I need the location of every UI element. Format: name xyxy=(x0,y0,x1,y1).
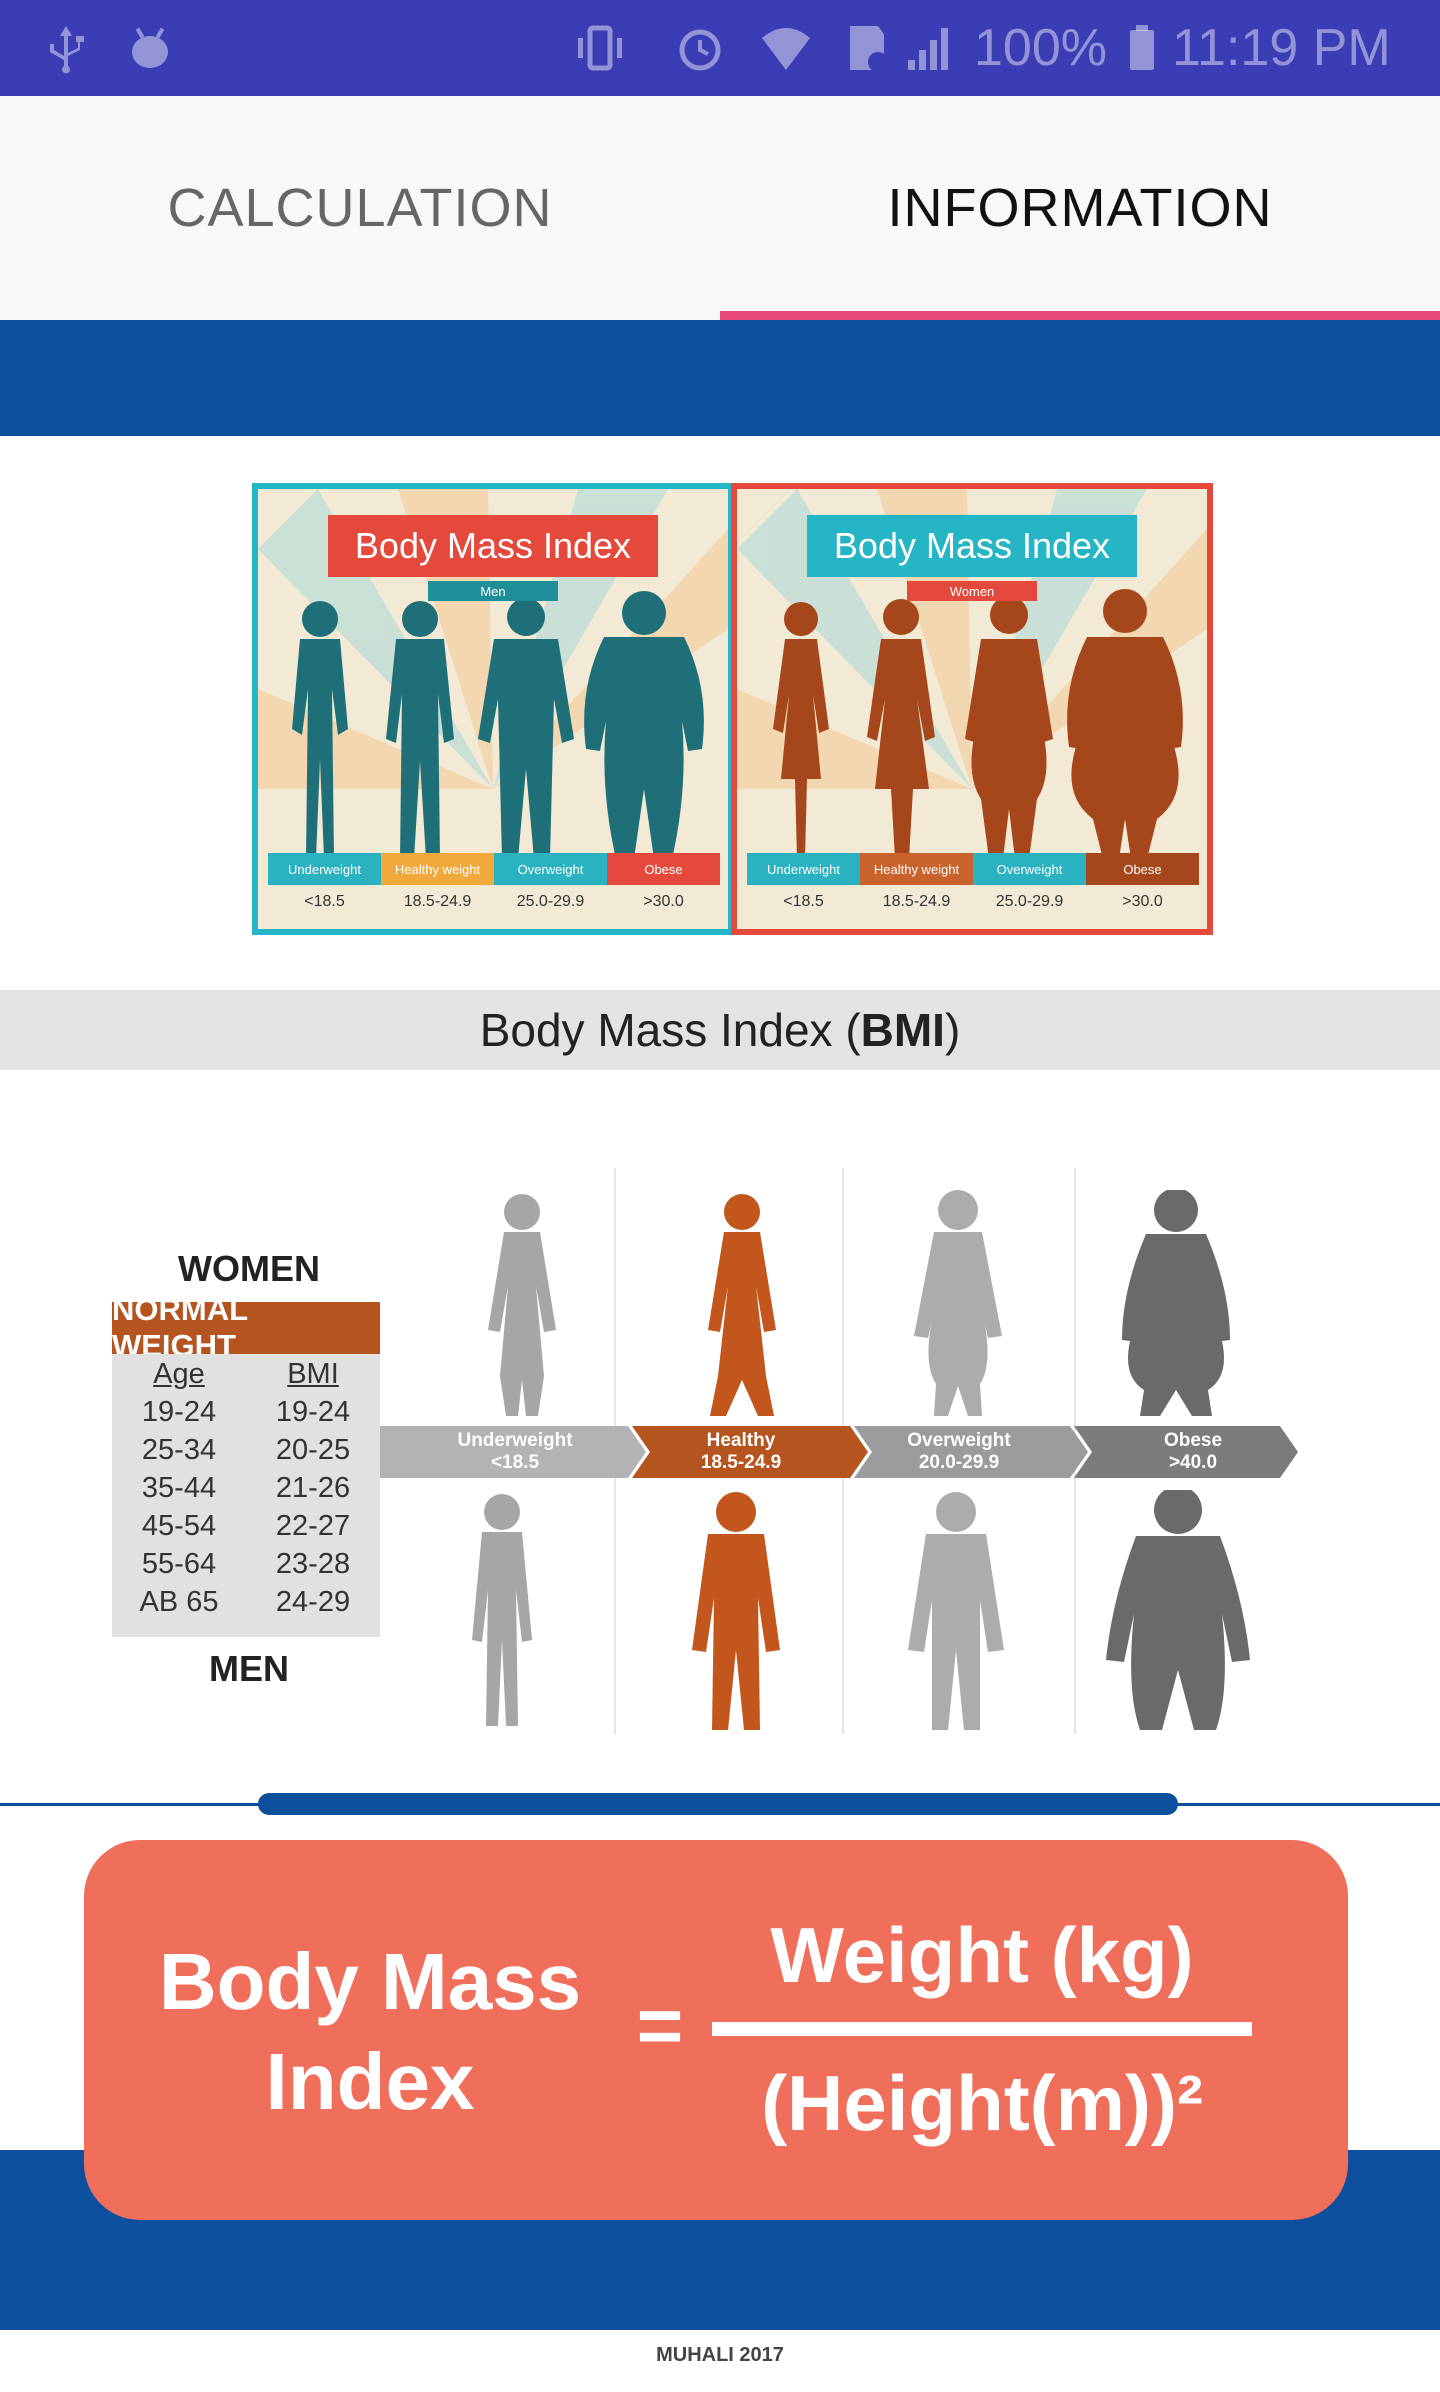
vibrate-icon xyxy=(578,25,622,71)
formula-numerator: Weight (kg) xyxy=(770,1911,1194,1999)
poster-category: Overweight xyxy=(494,853,607,885)
normal-weight-table: Age BMI 19-24 19-24 25-34 20-25 35-44 21… xyxy=(112,1354,380,1637)
poster-category: Obese xyxy=(607,853,720,885)
poster-range: <18.5 xyxy=(304,893,345,910)
bmi-poster-men: Body Mass Index Men Underweight Healthy … xyxy=(252,483,734,935)
battery-icon xyxy=(1130,25,1154,70)
tab-selected-indicator xyxy=(720,311,1440,320)
poster-category-strip: Underweight Healthy weight Overweight Ob… xyxy=(268,853,720,885)
table-row: 55-64 23-28 xyxy=(112,1548,380,1586)
category-range: 18.5-24.9 xyxy=(700,1452,782,1473)
table-header: BMI xyxy=(287,1358,339,1390)
formula-fraction-bar xyxy=(712,2022,1252,2036)
poster-subtitle: Women xyxy=(907,581,1037,601)
poster-subtitle: Men xyxy=(428,581,558,601)
poster-category: Healthy weight xyxy=(860,853,973,885)
table-row: 45-54 22-27 xyxy=(112,1510,380,1548)
table-row: 35-44 21-26 xyxy=(112,1472,380,1510)
footer-credit: MUHALI 2017 xyxy=(656,2344,784,2366)
category-range: <18.5 xyxy=(490,1452,540,1473)
table-cell: AB 65 xyxy=(139,1586,219,1618)
table-cell: 22-27 xyxy=(275,1510,351,1542)
category-overweight: Overweight 20.0-29.9 xyxy=(874,1426,1044,1478)
men-figures xyxy=(472,1490,1250,1730)
poster-range: 25.0-29.9 xyxy=(516,893,585,910)
category-name: Healthy xyxy=(706,1430,776,1451)
table-cell: 55-64 xyxy=(141,1548,217,1580)
poster-range: 18.5-24.9 xyxy=(403,893,472,910)
formula-equals: = xyxy=(636,1981,684,2070)
bmi-poster-women: Body Mass Index Women Underweight Health… xyxy=(731,483,1213,935)
table-cell: 35-44 xyxy=(141,1472,217,1504)
table-cell: 23-28 xyxy=(275,1548,351,1580)
poster-category: Underweight xyxy=(268,853,381,885)
table-cell: 19-24 xyxy=(141,1396,217,1428)
women-label: WOMEN xyxy=(178,1248,320,1289)
poster-category: Healthy weight xyxy=(381,853,494,885)
category-range: 20.0-29.9 xyxy=(918,1452,1000,1473)
poster-range: <18.5 xyxy=(783,893,824,910)
table-cell: 24-29 xyxy=(275,1586,351,1618)
tab-information[interactable]: INFORMATION xyxy=(887,178,1273,238)
poster-category: Underweight xyxy=(747,853,860,885)
formula-denominator: (Height(m))² xyxy=(761,2059,1203,2147)
table-cell: 20-25 xyxy=(275,1434,351,1466)
women-silhouettes xyxy=(773,589,1183,859)
table-row: 25-34 20-25 xyxy=(112,1434,380,1472)
table-cell: 25-34 xyxy=(141,1434,217,1466)
formula-left-line2: Index xyxy=(265,2037,475,2126)
alarm-icon xyxy=(679,29,721,71)
category-arrow-bar xyxy=(380,1426,1298,1478)
clock: 11:19 PM xyxy=(1172,19,1391,77)
category-name: Obese xyxy=(1163,1430,1223,1451)
poster-category: Overweight xyxy=(973,853,1086,885)
table-header-row: Age BMI xyxy=(112,1358,380,1396)
table-cell: 19-24 xyxy=(275,1396,351,1428)
poster-range-row: <18.5 18.5-24.9 25.0-29.9 >30.0 xyxy=(747,893,1199,911)
table-row: 19-24 19-24 xyxy=(112,1396,380,1434)
header-band xyxy=(0,320,1440,436)
signal-icon xyxy=(908,28,948,70)
poster-range: >30.0 xyxy=(643,893,684,910)
poster-range: >30.0 xyxy=(1122,893,1163,910)
tab-calculation[interactable]: CALCULATION xyxy=(167,178,553,238)
sd-card-icon xyxy=(850,26,888,72)
table-cell: 45-54 xyxy=(141,1510,217,1542)
bmi-title-bold: BMI xyxy=(860,1004,945,1056)
men-label: MEN xyxy=(209,1648,289,1689)
poster-range-row: <18.5 18.5-24.9 25.0-29.9 >30.0 xyxy=(268,893,720,911)
poster-range: 25.0-29.9 xyxy=(995,893,1064,910)
women-figures xyxy=(488,1190,1230,1416)
usb-icon xyxy=(50,26,84,74)
android-debug-icon xyxy=(132,27,168,68)
category-obese: Obese >40.0 xyxy=(1108,1426,1278,1478)
table-cell: 21-26 xyxy=(275,1472,351,1504)
wifi-icon xyxy=(762,28,810,70)
category-range: >40.0 xyxy=(1168,1452,1218,1473)
status-bar: 100% 11:19 PM xyxy=(0,0,1440,96)
table-header: Age xyxy=(153,1358,205,1390)
tab-bar: CALCULATION INFORMATION xyxy=(0,96,1440,320)
section-divider-bar xyxy=(258,1793,1178,1815)
normal-weight-title: NORMAL WEIGHT xyxy=(112,1292,380,1363)
formula-left-line1: Body Mass xyxy=(158,1937,582,2026)
category-name: Overweight xyxy=(907,1430,1011,1451)
poster-title: Body Mass Index xyxy=(328,515,658,577)
bmi-chart-title: Body Mass Index (BMI) xyxy=(0,990,1440,1070)
poster-category-strip: Underweight Healthy weight Overweight Ob… xyxy=(747,853,1199,885)
formula-left: Body Mass Index xyxy=(120,1932,620,2132)
battery-percent: 100% xyxy=(974,19,1107,77)
bmi-title-prefix: Body Mass Index ( xyxy=(479,1004,861,1056)
bmi-title-suffix: ) xyxy=(944,1004,961,1056)
category-healthy: Healthy 18.5-24.9 xyxy=(656,1426,826,1478)
poster-range: 18.5-24.9 xyxy=(882,893,951,910)
men-silhouettes xyxy=(292,591,704,859)
poster-category: Obese xyxy=(1086,853,1199,885)
poster-title: Body Mass Index xyxy=(807,515,1137,577)
category-name: Underweight xyxy=(457,1430,573,1451)
table-row: AB 65 24-29 xyxy=(112,1586,380,1624)
category-underweight: Underweight <18.5 xyxy=(430,1426,600,1478)
